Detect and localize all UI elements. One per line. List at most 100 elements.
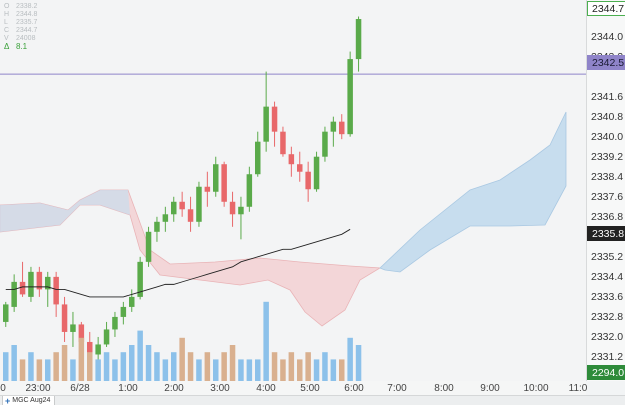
candle-body — [280, 131, 286, 155]
price-tick-label: 2339.2 — [591, 150, 624, 163]
candle-body — [271, 106, 278, 132]
volume-bar — [288, 352, 295, 381]
candle-body — [213, 164, 219, 192]
candle-body — [171, 201, 177, 215]
time-axis[interactable]: 0 23:00 6/28 1:00 2:00 3:00 4:00 5:00 6:00 7:00 8:… — [0, 381, 588, 395]
price-badge: 2342.5 — [587, 55, 625, 70]
price-tick-label: 2336.8 — [591, 210, 624, 223]
price-tick-label: 2332.0 — [591, 330, 624, 343]
candle-body — [179, 201, 185, 210]
candle-body — [103, 329, 110, 345]
volume-bar — [313, 359, 320, 381]
ohlc-low: 2335.7 — [16, 19, 38, 26]
volume-bar — [263, 301, 269, 381]
price-chart[interactable] — [0, 0, 586, 381]
volume-bar — [229, 345, 236, 381]
time-tick-label: 3:00 — [210, 383, 230, 394]
ohlc-volume: 24008 — [16, 35, 36, 42]
volume-bar — [347, 337, 353, 381]
volume-bar — [137, 330, 143, 381]
volume-bar — [322, 352, 328, 381]
candle-body — [187, 209, 194, 222]
candle-body — [204, 186, 211, 192]
price-tick-label: 2338.4 — [591, 170, 624, 183]
candle-body — [238, 206, 244, 215]
ichimoku-cloud-bullish-left — [0, 190, 130, 232]
volume-bar — [297, 359, 303, 381]
price-tick-label: 2344.0 — [591, 30, 624, 43]
candle-body — [28, 271, 34, 297]
candle-body — [297, 164, 303, 172]
candle-body — [53, 276, 59, 305]
price-tick-label: 2340.8 — [591, 110, 624, 123]
candle-body — [145, 231, 152, 262]
price-tick-label: 2341.6 — [591, 90, 624, 103]
volume-bar — [112, 359, 118, 381]
price-badge: 2294.0 — [587, 365, 625, 380]
candle-body — [45, 276, 51, 290]
plus-icon[interactable]: + — [5, 395, 11, 405]
time-tick-label: 9:00 — [480, 383, 500, 394]
volume-bar — [145, 345, 152, 381]
volume-bar — [28, 352, 34, 381]
price-tick-label: 2331.2 — [591, 350, 624, 363]
time-tick-label: 11:0 — [568, 383, 588, 394]
volume-bar — [187, 352, 194, 381]
ohlc-delta: 8.1 — [16, 42, 28, 51]
time-tick-label: 23:00 — [25, 383, 51, 394]
price-tick-label: 2335.2 — [591, 250, 624, 263]
time-tick-label: 0 — [0, 383, 6, 394]
volume-bar — [255, 359, 261, 381]
candle-body — [305, 171, 311, 190]
volume-bar — [246, 359, 253, 381]
volume-bar — [19, 359, 26, 381]
candle-body — [347, 59, 353, 135]
volume-bar — [129, 345, 135, 381]
volume-bar — [103, 352, 110, 381]
volume-bar — [3, 352, 9, 381]
chart-canvas[interactable]: O 2338.2 H 2344.8 L 2335.7 C 2344.7 V 24008 Δ… — [0, 0, 586, 381]
volume-bar — [162, 359, 169, 381]
candle-body — [154, 221, 160, 232]
candle-body — [11, 281, 17, 307]
price-tick-label: 2333.6 — [591, 290, 624, 303]
candle-body — [120, 306, 127, 317]
volume-bar — [70, 359, 76, 381]
instrument-tab[interactable]: + MGC Aug24 — [2, 395, 56, 405]
volume-bar — [305, 352, 311, 381]
candle-body — [288, 154, 295, 165]
instrument-tab-bar: + MGC Aug24 — [0, 395, 625, 405]
candle-body — [196, 186, 202, 222]
volume-bar — [53, 352, 59, 381]
moving-average-line — [5, 228, 351, 298]
price-tick-label: 2337.6 — [591, 190, 624, 203]
volume-bar — [87, 352, 93, 381]
volume-bar — [330, 359, 337, 381]
time-tick-label: 6:00 — [344, 383, 364, 394]
candle-body — [129, 296, 135, 307]
volume-bar — [171, 352, 177, 381]
ohlc-close: 2344.7 — [16, 27, 38, 34]
candle-body — [3, 304, 9, 322]
candle-body — [330, 121, 337, 132]
candle-body — [19, 281, 26, 295]
time-tick-label: 5:00 — [300, 383, 320, 394]
volume-bar — [271, 352, 278, 381]
candle-body — [87, 341, 93, 355]
candle-body — [70, 324, 76, 332]
price-badge: 2344.7 — [587, 1, 625, 16]
candle-body — [229, 201, 236, 215]
time-tick-label: 6/28 — [70, 383, 90, 394]
time-tick-label: 10:00 — [523, 383, 549, 394]
candle-body — [36, 271, 43, 290]
candle-body — [137, 261, 143, 297]
volume-bar — [11, 345, 17, 381]
price-tick-label: 2332.8 — [591, 310, 624, 323]
candle-body — [162, 214, 169, 222]
volume-bar — [45, 359, 51, 381]
volume-bar — [238, 359, 244, 381]
candle-body — [78, 324, 85, 342]
price-axis[interactable]: 2344.02343.22341.62340.82340.02339.22338… — [586, 0, 625, 381]
candle-body — [95, 344, 101, 355]
volume-bar — [213, 359, 219, 381]
